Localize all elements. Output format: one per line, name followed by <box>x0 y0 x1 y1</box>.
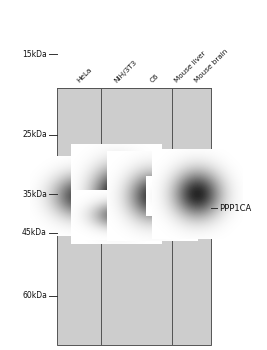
Text: 25kDa: 25kDa <box>22 130 47 139</box>
Bar <box>57 88 101 345</box>
Text: PPP1CA: PPP1CA <box>219 204 251 213</box>
Text: 15kDa: 15kDa <box>22 50 47 59</box>
Text: Mouse liver: Mouse liver <box>174 50 207 84</box>
Bar <box>172 88 211 345</box>
Text: 60kDa: 60kDa <box>22 291 47 300</box>
Text: NIH/3T3: NIH/3T3 <box>113 59 138 84</box>
Text: 45kDa: 45kDa <box>22 228 47 237</box>
Bar <box>101 88 172 345</box>
Text: HeLa: HeLa <box>76 67 93 84</box>
Text: 35kDa: 35kDa <box>22 190 47 199</box>
Text: C6: C6 <box>149 73 160 84</box>
Text: Mouse brain: Mouse brain <box>194 48 229 84</box>
